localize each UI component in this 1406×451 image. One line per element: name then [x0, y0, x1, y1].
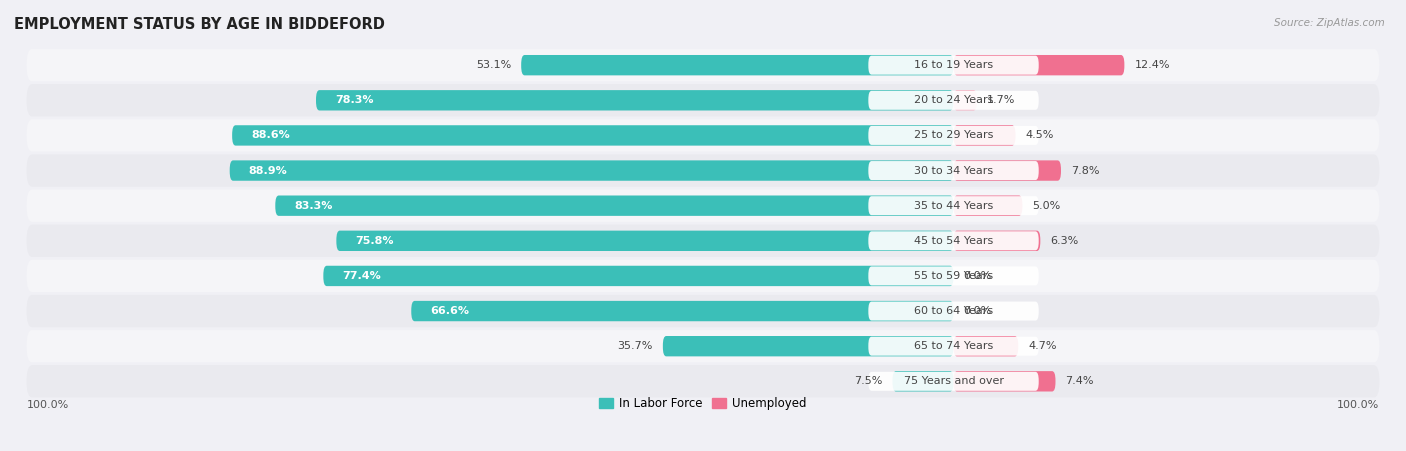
- FancyBboxPatch shape: [893, 371, 953, 391]
- FancyBboxPatch shape: [27, 119, 1379, 152]
- Text: 60 to 64 Years: 60 to 64 Years: [914, 306, 993, 316]
- FancyBboxPatch shape: [276, 195, 953, 216]
- FancyBboxPatch shape: [662, 336, 953, 356]
- FancyBboxPatch shape: [232, 125, 953, 146]
- Text: 100.0%: 100.0%: [1337, 400, 1379, 410]
- Text: 35.7%: 35.7%: [617, 341, 652, 351]
- Text: 35 to 44 Years: 35 to 44 Years: [914, 201, 993, 211]
- Text: 16 to 19 Years: 16 to 19 Years: [914, 60, 993, 70]
- Text: 53.1%: 53.1%: [475, 60, 512, 70]
- Text: 4.7%: 4.7%: [1028, 341, 1057, 351]
- Text: 55 to 59 Years: 55 to 59 Years: [914, 271, 993, 281]
- Text: 75.8%: 75.8%: [356, 236, 394, 246]
- FancyBboxPatch shape: [412, 301, 953, 321]
- FancyBboxPatch shape: [869, 161, 1039, 180]
- FancyBboxPatch shape: [869, 91, 1039, 110]
- Text: 0.0%: 0.0%: [963, 306, 991, 316]
- Text: 65 to 74 Years: 65 to 74 Years: [914, 341, 993, 351]
- FancyBboxPatch shape: [869, 55, 1039, 75]
- Legend: In Labor Force, Unemployed: In Labor Force, Unemployed: [595, 392, 811, 414]
- FancyBboxPatch shape: [336, 230, 953, 251]
- Text: 7.8%: 7.8%: [1071, 166, 1099, 175]
- FancyBboxPatch shape: [869, 267, 1039, 285]
- Text: 88.6%: 88.6%: [250, 130, 290, 140]
- FancyBboxPatch shape: [953, 371, 1056, 391]
- FancyBboxPatch shape: [869, 126, 1039, 145]
- Text: 100.0%: 100.0%: [27, 400, 69, 410]
- FancyBboxPatch shape: [953, 161, 1062, 181]
- FancyBboxPatch shape: [869, 196, 1039, 215]
- Text: EMPLOYMENT STATUS BY AGE IN BIDDEFORD: EMPLOYMENT STATUS BY AGE IN BIDDEFORD: [14, 18, 385, 32]
- FancyBboxPatch shape: [953, 230, 1040, 251]
- FancyBboxPatch shape: [27, 295, 1379, 327]
- Text: 30 to 34 Years: 30 to 34 Years: [914, 166, 993, 175]
- FancyBboxPatch shape: [27, 84, 1379, 116]
- Text: 4.5%: 4.5%: [1025, 130, 1054, 140]
- Text: 88.9%: 88.9%: [249, 166, 287, 175]
- Text: 12.4%: 12.4%: [1135, 60, 1170, 70]
- FancyBboxPatch shape: [27, 154, 1379, 187]
- Text: 6.3%: 6.3%: [1050, 236, 1078, 246]
- FancyBboxPatch shape: [953, 195, 1022, 216]
- FancyBboxPatch shape: [522, 55, 953, 75]
- Text: 45 to 54 Years: 45 to 54 Years: [914, 236, 993, 246]
- FancyBboxPatch shape: [953, 125, 1015, 146]
- Text: 20 to 24 Years: 20 to 24 Years: [914, 95, 993, 105]
- Text: 78.3%: 78.3%: [335, 95, 373, 105]
- FancyBboxPatch shape: [27, 330, 1379, 362]
- FancyBboxPatch shape: [27, 260, 1379, 292]
- Text: 77.4%: 77.4%: [342, 271, 381, 281]
- FancyBboxPatch shape: [953, 90, 977, 110]
- FancyBboxPatch shape: [27, 49, 1379, 81]
- FancyBboxPatch shape: [323, 266, 953, 286]
- FancyBboxPatch shape: [869, 231, 1039, 250]
- Text: 5.0%: 5.0%: [1032, 201, 1060, 211]
- Text: 0.0%: 0.0%: [963, 271, 991, 281]
- Text: 83.3%: 83.3%: [294, 201, 332, 211]
- Text: Source: ZipAtlas.com: Source: ZipAtlas.com: [1274, 18, 1385, 28]
- FancyBboxPatch shape: [27, 365, 1379, 397]
- FancyBboxPatch shape: [27, 189, 1379, 222]
- Text: 7.4%: 7.4%: [1066, 376, 1094, 387]
- Text: 66.6%: 66.6%: [430, 306, 470, 316]
- FancyBboxPatch shape: [869, 337, 1039, 356]
- Text: 7.5%: 7.5%: [853, 376, 883, 387]
- Text: 25 to 29 Years: 25 to 29 Years: [914, 130, 993, 140]
- FancyBboxPatch shape: [869, 372, 1039, 391]
- Text: 75 Years and over: 75 Years and over: [904, 376, 1004, 387]
- FancyBboxPatch shape: [316, 90, 953, 110]
- Text: 1.7%: 1.7%: [987, 95, 1015, 105]
- FancyBboxPatch shape: [229, 161, 953, 181]
- FancyBboxPatch shape: [27, 225, 1379, 257]
- FancyBboxPatch shape: [953, 336, 1018, 356]
- FancyBboxPatch shape: [869, 302, 1039, 321]
- FancyBboxPatch shape: [953, 55, 1125, 75]
